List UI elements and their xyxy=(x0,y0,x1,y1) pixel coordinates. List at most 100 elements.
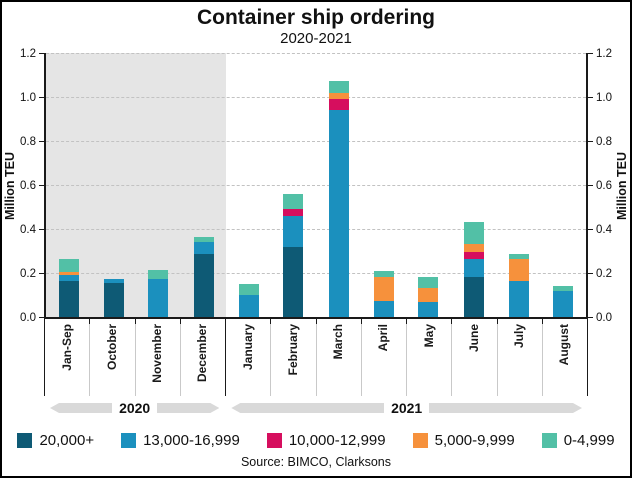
legend-label-0-4-999: 0-4,999 xyxy=(563,431,615,449)
bar-segment-20-000 xyxy=(283,246,304,317)
y-tick-label-right: 0.6 xyxy=(596,180,612,192)
y-tick-mark-left xyxy=(39,185,44,186)
gridline-0.2 xyxy=(46,273,586,274)
bar-segment-13-000-16-999 xyxy=(58,275,79,281)
bar-segment-0-4-999 xyxy=(418,277,439,289)
x-label-july: July xyxy=(498,324,543,396)
x-label-august: August xyxy=(543,324,587,396)
legend-label-20-000: 20,000+ xyxy=(39,431,95,449)
bar-november xyxy=(148,269,169,317)
y-tick-label-left: 1.2 xyxy=(20,48,36,60)
legend-swatch-0-4-999 xyxy=(541,432,557,448)
x-label-text: June xyxy=(466,324,481,353)
y-tick-label-right: 1.2 xyxy=(596,48,612,60)
x-tick-slot xyxy=(317,319,362,324)
bar-january xyxy=(238,284,259,317)
bar-april xyxy=(373,270,394,317)
y-tick-mark-left xyxy=(39,141,44,142)
legend-swatch-13-000-16-999 xyxy=(121,432,137,448)
x-label-november: November xyxy=(136,324,181,396)
gridline-0.6 xyxy=(46,185,586,186)
x-label-january: January xyxy=(226,324,272,396)
legend-label-5-000-9-999: 5,000-9,999 xyxy=(434,431,515,449)
y-tick-mark-right xyxy=(588,229,593,230)
x-axis-area: Jan-Sep October November December January Feb… xyxy=(2,319,630,420)
bar-segment-10-000-12-999 xyxy=(283,209,304,216)
x-tick-slot xyxy=(498,319,543,324)
y-axis-label-left-col: Million TEU xyxy=(2,53,18,319)
legend-swatch-5-000-9-999 xyxy=(412,432,428,448)
bar-june xyxy=(463,222,484,317)
y-tick-label-left: 0.2 xyxy=(20,268,36,280)
bar-segment-5-000-9-999 xyxy=(373,277,394,301)
x-axis-labels-area: Jan-Sep October November December January Feb… xyxy=(44,319,588,420)
legend-item-13-000-16-999: 13,000-16,999 xyxy=(121,432,240,449)
bar-segment-0-4-999 xyxy=(238,284,259,295)
year-band-2021: 2021 xyxy=(225,396,588,420)
y-tick-label-right: 0.2 xyxy=(596,268,612,280)
x-label-march: March xyxy=(317,324,362,396)
bar-july xyxy=(508,254,529,317)
bar-segment-5-000-9-999 xyxy=(328,92,349,100)
bar-segment-5-000-9-999 xyxy=(58,271,79,276)
x-label-text: February xyxy=(285,324,300,376)
x-tick-slot xyxy=(226,319,272,324)
bar-october xyxy=(103,278,124,317)
bar-segment-0-4-999 xyxy=(193,236,214,243)
bar-segment-0-4-999 xyxy=(508,254,529,259)
bar-segment-0-4-999 xyxy=(373,270,394,278)
x-label-february: February xyxy=(271,324,317,396)
bar-march xyxy=(328,80,349,317)
x-label-jan-sep: Jan-Sep xyxy=(45,324,91,396)
x-tick-slot xyxy=(407,319,453,324)
bar-segment-0-4-999 xyxy=(328,80,349,93)
bar-segment-5-000-9-999 xyxy=(508,258,529,281)
legend-label-10-000-12-999: 10,000-12,999 xyxy=(288,431,386,449)
x-label-text: Jan-Sep xyxy=(59,324,74,371)
x-axis-right-spacer xyxy=(588,319,630,420)
y-tick-mark-left xyxy=(39,229,44,230)
year-band-2020: 2020 xyxy=(44,396,225,420)
y-axis-label-right-col: Million TEU xyxy=(614,53,630,319)
legend-item-20-000: 20,000+ xyxy=(17,432,94,449)
y-tick-label-right: 0.4 xyxy=(596,224,612,236)
legend-swatch-10-000-12-999 xyxy=(266,432,282,448)
bar-august xyxy=(553,286,574,317)
chart-subtitle: 2020-2021 xyxy=(280,30,352,47)
bar-segment-13-000-16-999 xyxy=(553,290,574,317)
legend: 20,000+ 13,000-16,999 10,000-12,999 5,000-9… xyxy=(2,429,630,451)
legend-item-5-000-9-999: 5,000-9,999 xyxy=(412,431,515,449)
chart-area: Million TEU 0.0 0.2 0.4 0.6 0.8 1.0 1.2 0.0 0.2… xyxy=(2,48,630,324)
bar-segment-13-000-16-999 xyxy=(463,258,484,278)
bar-segment-0-4-999 xyxy=(58,258,79,272)
bar-segment-13-000-16-999 xyxy=(283,215,304,247)
x-tick-slot xyxy=(181,319,226,324)
y-tick-label-right: 0.8 xyxy=(596,136,612,148)
bar-december xyxy=(193,236,214,317)
bar-segment-20-000 xyxy=(193,254,214,317)
bar-segment-13-000-16-999 xyxy=(418,301,439,317)
y-tick-label-left: 1.0 xyxy=(20,92,36,104)
x-axis-labels: Jan-Sep October November December January Feb… xyxy=(44,324,588,396)
y-tick-mark-left xyxy=(39,273,44,274)
x-axis-left-spacer xyxy=(2,319,44,420)
x-label-text: October xyxy=(104,324,119,371)
y-tick-label-left: 0.6 xyxy=(20,180,36,192)
x-label-october: October xyxy=(90,324,136,396)
bar-segment-13-000-16-999 xyxy=(148,278,169,317)
gridline-0.4 xyxy=(46,229,586,230)
plot-area xyxy=(44,53,588,319)
bar-segment-10-000-12-999 xyxy=(463,252,484,259)
bar-segment-0-4-999 xyxy=(553,286,574,291)
x-label-text: July xyxy=(512,324,527,349)
x-label-text: January xyxy=(240,324,255,371)
x-label-text: August xyxy=(557,324,572,366)
bar-segment-20-000 xyxy=(463,277,484,317)
y-tick-mark-right xyxy=(588,97,593,98)
x-label-text: December xyxy=(195,324,210,383)
bar-segment-0-4-999 xyxy=(283,193,304,210)
x-tick-slot xyxy=(45,319,91,324)
y-tick-label-left: 0.4 xyxy=(20,224,36,236)
year-bands: 2020 2021 xyxy=(44,396,588,420)
